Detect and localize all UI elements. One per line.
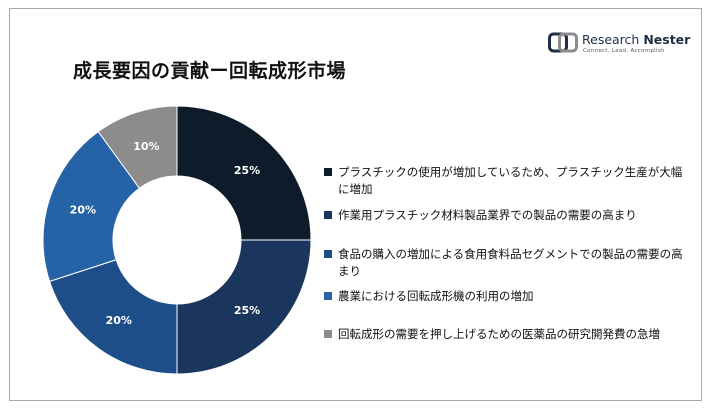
chart-title: 成長要因の貢献ー回転成形市場 [73,60,347,82]
legend-item-4: 農業における回転成形機の利用の増加 [324,288,683,305]
legend-label: 食品の購入の増加による食用食料品セグメントでの製品の需要の高まり [338,247,683,278]
legend-swatch [324,330,332,338]
legend-swatch [324,211,332,219]
legend-item-3: 食品の購入の増加による食用食料品セグメントでの製品の需要の高まり [324,246,683,280]
legend-swatch [324,250,332,258]
legend-label: 農業における回転成形機の利用の増加 [338,289,534,303]
legend-label: 回転成形の需要を押し上げるための医薬品の研究開発費の急増 [338,327,660,341]
legend-label: プラスチックの使用が増加しているため、プラスチック生産が大幅に増加 [338,165,683,196]
legend-item-2: 作業用プラスチック材料製品業界での製品の需要の高まり [324,207,683,224]
slice-value-label-3: 20% [106,314,132,327]
legend-swatch [324,292,332,300]
slice-value-label-4: 20% [70,203,96,216]
legend-swatch [324,168,332,176]
donut-slice-2 [176,239,312,375]
donut-slice-3 [48,259,178,375]
slice-value-label-1: 25% [234,164,260,177]
legend-item-1: プラスチックの使用が増加しているため、プラスチック生産が大幅に増加 [324,164,683,198]
logo-name: Research Nester [582,32,691,47]
logo-tagline: Connect. Lead. Accomplish [583,48,665,54]
legend-item-5: 回転成形の需要を押し上げるための医薬品の研究開発費の急増 [324,326,683,343]
donut-slice-5 [97,105,178,189]
logo-mark-icon [548,32,578,53]
legend-label: 作業用プラスチック材料製品業界での製品の需要の高まり [338,208,637,222]
slice-value-label-2: 25% [234,304,260,317]
donut-slice-4 [42,130,141,283]
donut-slice-1 [176,105,312,241]
slice-value-label-5: 10% [133,140,159,153]
